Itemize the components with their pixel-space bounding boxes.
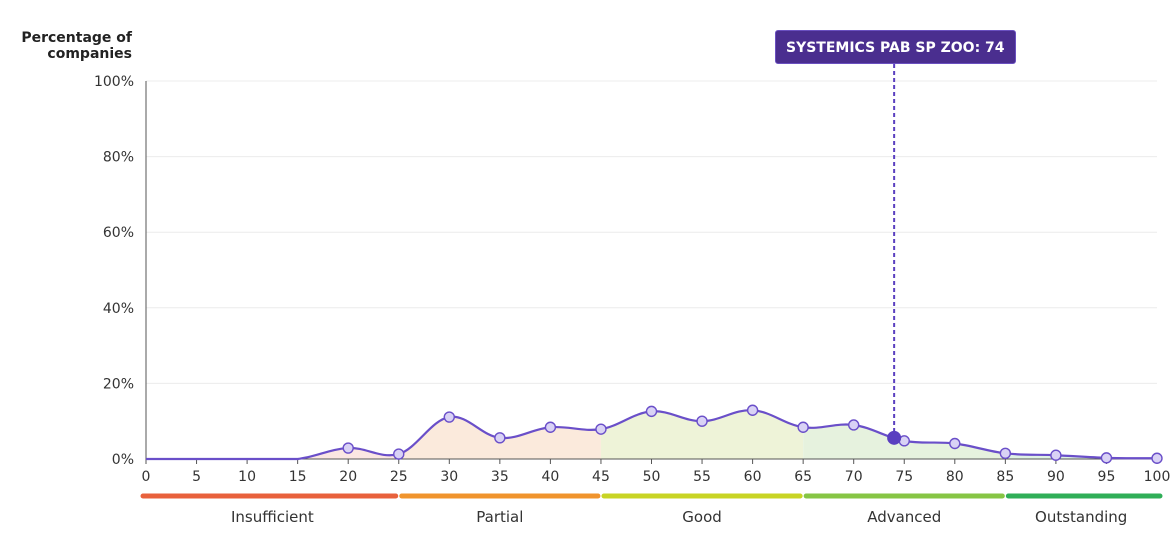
data-points	[342, 404, 1163, 464]
y-tick-label: 0%	[112, 452, 134, 468]
x-tick-label: 95	[1098, 469, 1116, 485]
x-tick-label: 55	[693, 469, 711, 485]
area-fill-outstanding	[1005, 453, 1157, 459]
x-tick-label: 15	[289, 469, 307, 485]
band-label: Insufficient	[231, 508, 314, 526]
x-tick-label: 70	[845, 469, 863, 485]
y-tick-label: 20%	[103, 376, 134, 392]
x-tick-label: 45	[592, 469, 610, 485]
x-tick-label: 20	[339, 469, 357, 485]
area-fill-good	[600, 410, 804, 459]
data-point	[999, 447, 1012, 460]
data-point	[544, 421, 557, 433]
data-point	[1050, 449, 1062, 461]
x-tick-label: 5	[192, 469, 201, 485]
category-bands: Insufficient Partial Good Advanced Outstandi…	[140, 493, 1163, 526]
data-point	[797, 421, 809, 433]
x-tick-label: 25	[390, 469, 408, 485]
x-tick-label: 80	[946, 469, 964, 485]
y-axis-title: Percentage of companies	[21, 30, 132, 62]
y-tick-label: 80%	[103, 150, 134, 166]
x-tick-label: 60	[744, 469, 762, 485]
y-tick-label: 40%	[103, 301, 134, 317]
axes: 0% 20% 40% 60% 80% 100% 0 5 10 15 20 25 30 35 40 45 50 55…	[94, 74, 1170, 485]
x-tick-label: 40	[541, 469, 559, 485]
x-tick-label: 75	[895, 469, 913, 485]
data-point	[1100, 452, 1113, 464]
band-label: Partial	[476, 508, 523, 526]
x-tick-label: 35	[491, 469, 509, 485]
data-point	[1151, 452, 1163, 464]
y-tick-label: 100%	[94, 74, 134, 90]
x-tick-label: 85	[996, 469, 1014, 485]
data-point	[645, 405, 658, 418]
grid-lines	[146, 80, 1157, 384]
band-label: Advanced	[867, 508, 941, 526]
y-tick-label: 60%	[103, 225, 134, 241]
band-label: Good	[682, 508, 722, 526]
x-tick-label: 90	[1047, 469, 1065, 485]
data-point	[746, 404, 759, 416]
highlight-badge: SYSTEMICS PAB SP ZOO: 74	[775, 30, 1016, 64]
area-fills	[146, 410, 1157, 459]
data-point	[696, 415, 708, 427]
highlight-group	[887, 64, 902, 445]
x-tick-label: 100	[1144, 469, 1171, 485]
x-tick-label: 50	[643, 469, 661, 485]
x-tick-label: 30	[440, 469, 458, 485]
data-point	[949, 437, 961, 450]
band-label: Outstanding	[1035, 508, 1127, 526]
x-tick-label: 65	[794, 469, 812, 485]
x-tick-label: 0	[142, 469, 151, 485]
highlight-point	[887, 430, 902, 445]
data-point	[494, 432, 506, 444]
data-point	[342, 442, 354, 454]
data-point	[393, 448, 405, 460]
x-tick-label: 10	[238, 469, 256, 485]
data-point	[848, 419, 860, 431]
data-point	[595, 423, 607, 435]
data-point	[443, 411, 455, 423]
